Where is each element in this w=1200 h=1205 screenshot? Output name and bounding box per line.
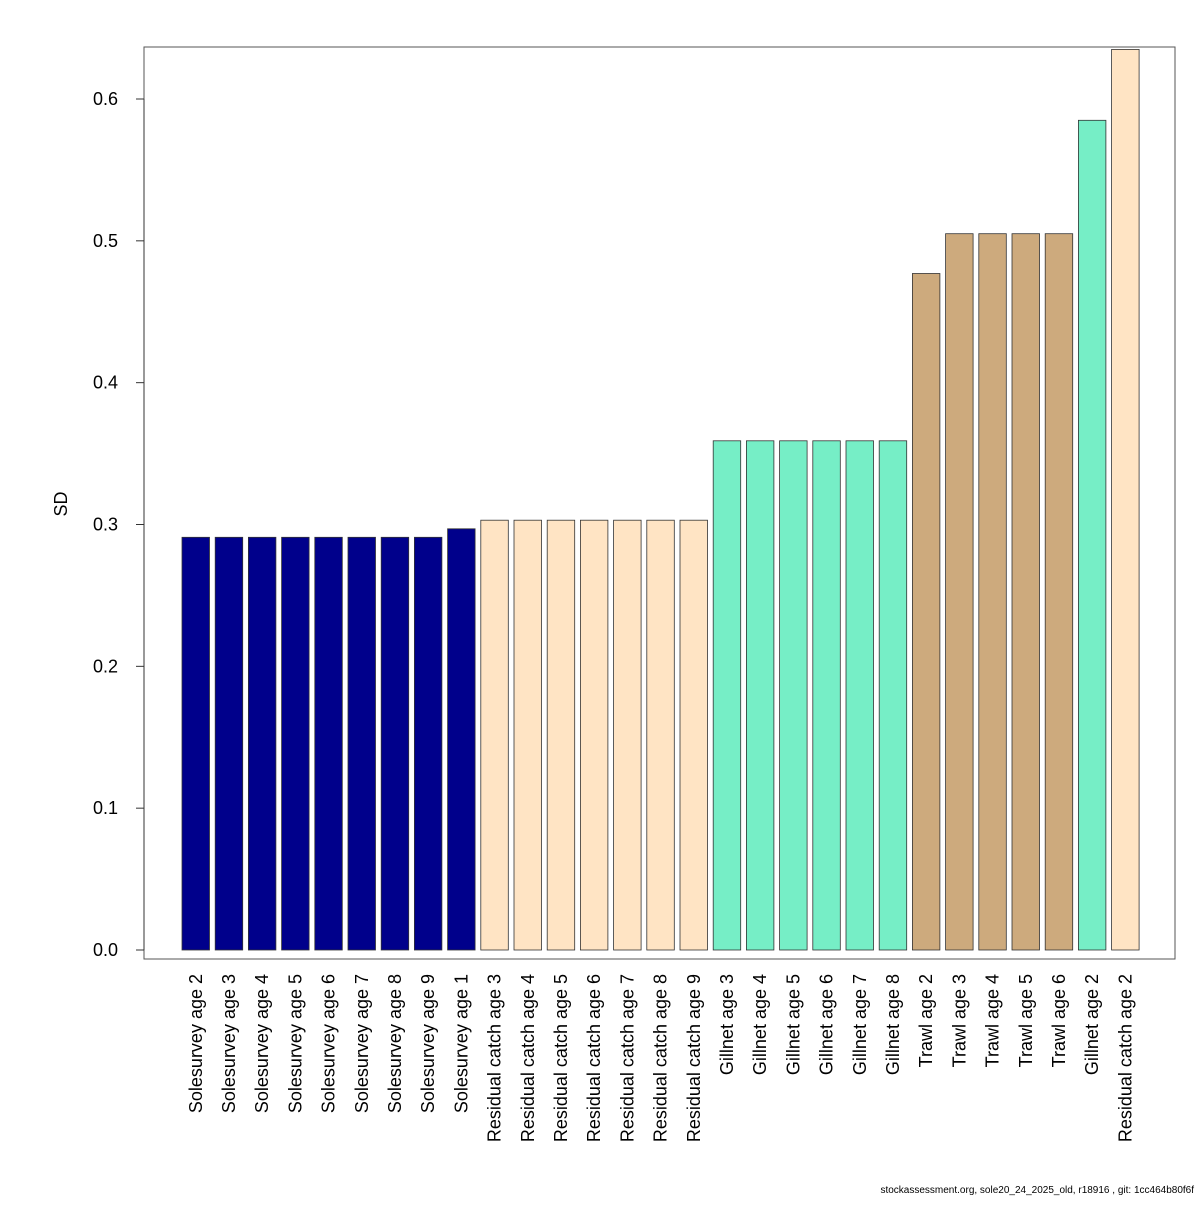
y-tick-label: 0.4 <box>93 373 118 393</box>
bar <box>1111 49 1140 951</box>
y-axis: 0.0 0.1 0.2 0.3 0.4 0.5 0.6 <box>93 89 145 960</box>
bar <box>978 233 1007 951</box>
bar <box>314 536 343 951</box>
y-tick-label: 0.3 <box>93 515 118 535</box>
x-tick-label: Gillnet age 6 <box>817 974 837 1075</box>
x-tick-label: Solesurvey age 1 <box>451 974 471 1113</box>
x-tick-label: Residual catch age 2 <box>1115 974 1135 1142</box>
y-tick-label: 0.1 <box>93 798 118 818</box>
bar <box>1078 119 1107 951</box>
y-axis-label: SD <box>51 491 71 516</box>
bar <box>413 536 443 951</box>
bar <box>945 233 974 951</box>
bar <box>580 519 609 951</box>
bar <box>480 519 509 951</box>
x-tick-label: Gillnet age 2 <box>1082 974 1102 1075</box>
x-tick-label: Solesurvey age 6 <box>319 974 339 1113</box>
x-tick-label: Residual catch age 7 <box>617 974 637 1142</box>
x-tick-label: Solesurvey age 2 <box>186 974 206 1113</box>
bar <box>546 519 576 951</box>
bar <box>912 273 941 951</box>
bar <box>679 519 708 951</box>
x-tick-label: Solesurvey age 3 <box>219 974 239 1113</box>
bar <box>447 528 476 951</box>
footer-note: stockassessment.org, sole20_24_2025_old,… <box>880 1185 1194 1196</box>
bar <box>1044 233 1074 951</box>
bars <box>181 49 1140 951</box>
x-tick-label: Residual catch age 5 <box>551 974 571 1142</box>
y-tick-label: 0.0 <box>93 940 118 960</box>
x-tick-label: Residual catch age 4 <box>518 974 538 1142</box>
bar <box>214 536 244 951</box>
x-tick-label: Trawl age 2 <box>916 974 936 1067</box>
x-tick-label: Gillnet age 5 <box>783 974 803 1075</box>
x-tick-label: Solesurvey age 4 <box>252 974 272 1113</box>
bar <box>281 536 310 951</box>
x-tick-labels: Solesurvey age 2 Solesurvey age 3 Solesurv… <box>186 974 1136 1142</box>
x-tick-label: Gillnet age 4 <box>750 974 770 1075</box>
x-tick-label: Solesurvey age 7 <box>352 974 372 1113</box>
x-tick-label: Gillnet age 3 <box>717 974 737 1075</box>
bar <box>613 519 642 951</box>
x-tick-label: Trawl age 3 <box>949 974 969 1067</box>
x-tick-label: Trawl age 5 <box>1016 974 1036 1067</box>
x-tick-label: Residual catch age 3 <box>485 974 505 1142</box>
x-tick-label: Residual catch age 8 <box>651 974 671 1142</box>
x-tick-label: Gillnet age 8 <box>883 974 903 1075</box>
bar <box>181 536 210 951</box>
bar <box>779 440 808 951</box>
x-tick-label: Solesurvey age 8 <box>385 974 405 1113</box>
bar <box>712 440 742 951</box>
bar <box>646 519 675 951</box>
bar <box>247 536 277 951</box>
x-tick-label: Trawl age 4 <box>983 974 1003 1067</box>
bar <box>1011 233 1040 951</box>
bar <box>812 440 841 951</box>
y-tick-label: 0.2 <box>93 656 118 676</box>
x-tick-label: Solesurvey age 5 <box>285 974 305 1113</box>
x-tick-label: Gillnet age 7 <box>850 974 870 1075</box>
bar <box>380 536 410 951</box>
x-tick-label: Solesurvey age 9 <box>418 974 438 1113</box>
bar <box>513 519 542 951</box>
y-tick-label: 0.6 <box>93 89 118 109</box>
bar <box>746 440 775 951</box>
bar <box>878 440 908 951</box>
x-tick-label: Residual catch age 9 <box>684 974 704 1142</box>
bar <box>845 440 874 951</box>
x-tick-label: Trawl age 6 <box>1049 974 1069 1067</box>
bar <box>347 536 376 951</box>
x-tick-label: Residual catch age 6 <box>584 974 604 1142</box>
y-tick-label: 0.5 <box>93 231 118 251</box>
